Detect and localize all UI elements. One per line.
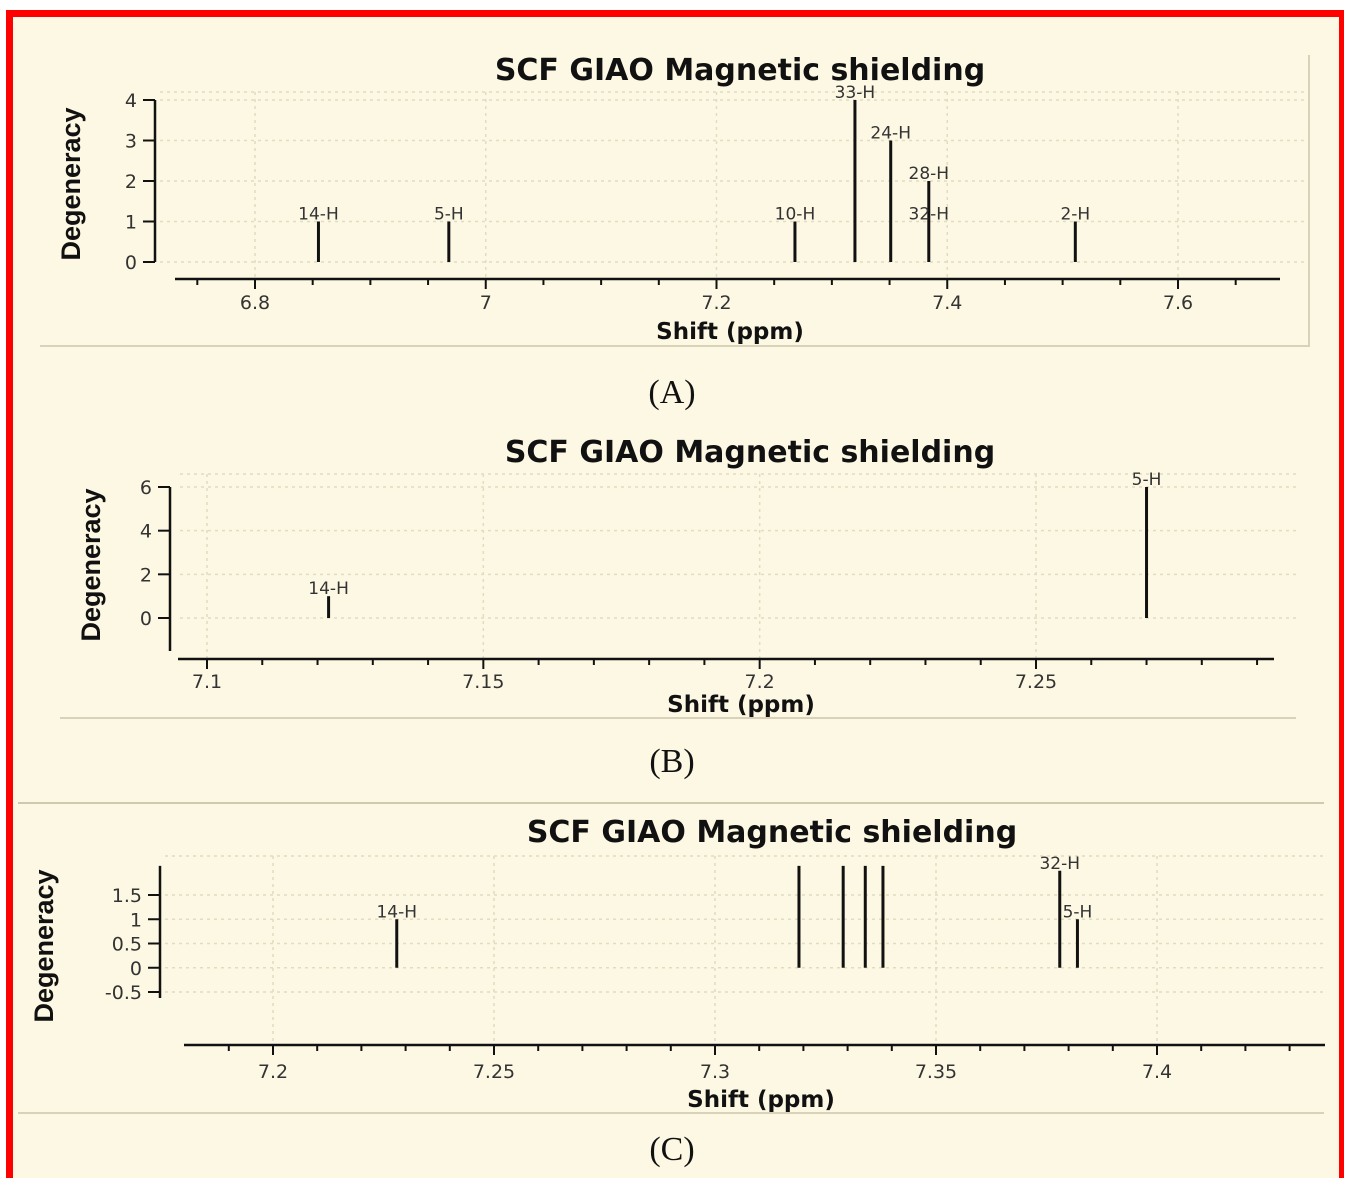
x-tick-label: 6.8 — [240, 292, 270, 314]
y-tick-label: 1.5 — [112, 885, 142, 907]
peak-label: 28-H — [909, 164, 950, 184]
panel-c-ylabel: Degeneracy — [29, 869, 59, 1022]
y-tick-label: -0.5 — [105, 982, 142, 1004]
peak-label: 5-H — [434, 205, 464, 225]
panel-a-xlabel: Shift (ppm) — [656, 319, 804, 345]
figure-frame — [6, 10, 1344, 1178]
x-tick-label: 7 — [480, 292, 492, 314]
x-tick-label: 7.15 — [462, 671, 504, 693]
x-tick-label: 7.6 — [1163, 292, 1193, 314]
y-tick-label: 0 — [140, 608, 152, 630]
x-tick-label: 7.3 — [700, 1061, 730, 1083]
y-tick-label: 0 — [125, 252, 137, 274]
peak-label: 10-H — [775, 205, 816, 225]
x-tick-label: 7.2 — [701, 292, 731, 314]
peak-label: 14-H — [308, 579, 349, 599]
y-tick-label: 2 — [140, 564, 152, 586]
x-tick-label: 7.4 — [1142, 1061, 1172, 1083]
x-tick-label: 7.4 — [932, 292, 962, 314]
peak-label: 33-H — [835, 83, 876, 103]
x-tick-label: 7.25 — [473, 1061, 515, 1083]
peak-label: 32-H — [909, 205, 950, 225]
panel-c-xlabel: Shift (ppm) — [687, 1087, 835, 1113]
x-tick-label: 7.25 — [1015, 671, 1057, 693]
y-tick-label: 4 — [125, 90, 137, 112]
peak-label: 5-H — [1132, 470, 1162, 490]
x-tick-label: 7.1 — [192, 671, 222, 693]
panel-a-ylabel: Degeneracy — [56, 107, 86, 260]
peak-label: 14-H — [376, 902, 417, 922]
peak-label: 32-H — [1039, 854, 1080, 874]
y-tick-label: 1 — [125, 212, 137, 234]
panel-c: SCF GIAO Magnetic shielding Shift (ppm) … — [29, 815, 1325, 1168]
panel-a: SCF GIAO Magnetic shielding Shift (ppm) … — [56, 53, 1305, 411]
panel-b-ylabel: Degeneracy — [76, 488, 106, 641]
panel-c-title: SCF GIAO Magnetic shielding — [527, 815, 1017, 850]
panel-c-caption: (C) — [649, 1131, 694, 1168]
peak-label: 24-H — [870, 124, 911, 144]
panel-b-caption: (B) — [649, 743, 694, 780]
panel-a-title: SCF GIAO Magnetic shielding — [495, 53, 985, 88]
x-tick-label: 7.2 — [745, 671, 775, 693]
panel-b-title: SCF GIAO Magnetic shielding — [505, 435, 995, 470]
y-tick-label: 4 — [140, 521, 152, 543]
y-tick-label: 0.5 — [112, 934, 142, 956]
y-tick-label: 0 — [130, 958, 142, 980]
x-tick-label: 7.35 — [915, 1061, 957, 1083]
panel-b-xlabel: Shift (ppm) — [667, 692, 815, 718]
peak-label: 14-H — [298, 205, 339, 225]
peak-label: 2-H — [1060, 205, 1090, 225]
panel-a-caption: (A) — [648, 374, 695, 411]
x-tick-label: 7.2 — [258, 1061, 288, 1083]
y-tick-label: 1 — [130, 909, 142, 931]
y-tick-label: 2 — [125, 171, 137, 193]
panel-b: SCF GIAO Magnetic shielding Shift (ppm) … — [76, 435, 1296, 780]
y-tick-label: 3 — [125, 131, 137, 153]
y-tick-label: 6 — [140, 477, 152, 499]
peak-label: 5-H — [1063, 902, 1093, 922]
